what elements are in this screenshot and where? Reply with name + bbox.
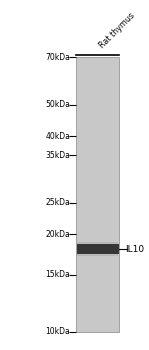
Bar [76, 57, 119, 332]
Text: 50kDa: 50kDa [45, 100, 70, 110]
Text: 20kDa: 20kDa [45, 230, 70, 239]
Text: 70kDa: 70kDa [45, 53, 70, 62]
Bar [77, 244, 119, 254]
Text: Rat thymus: Rat thymus [98, 12, 136, 50]
Text: IL10: IL10 [125, 245, 144, 253]
Text: 10kDa: 10kDa [45, 328, 70, 336]
Text: 15kDa: 15kDa [45, 270, 70, 279]
Text: 25kDa: 25kDa [45, 198, 70, 207]
Bar [77, 245, 118, 253]
Text: 40kDa: 40kDa [45, 132, 70, 141]
Text: 35kDa: 35kDa [45, 151, 70, 160]
Bar [77, 242, 118, 256]
